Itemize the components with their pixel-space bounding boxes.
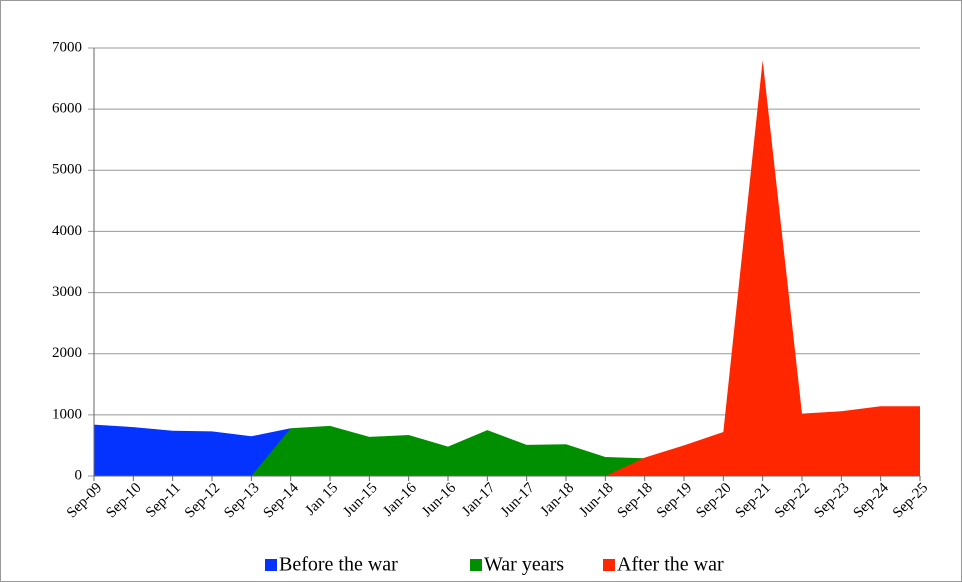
- y-tick-label: 7000: [52, 39, 82, 55]
- area: [605, 60, 920, 476]
- y-tick-label: 2000: [52, 345, 82, 361]
- y-tick-label: 3000: [52, 284, 82, 300]
- legend-label: Before the war: [279, 554, 398, 576]
- area: [251, 425, 645, 476]
- y-tick-label: 6000: [52, 101, 82, 117]
- legend-swatch: [470, 559, 482, 571]
- area: [94, 424, 291, 476]
- y-tick-label: 0: [75, 467, 83, 483]
- legend-label: War years: [484, 554, 564, 576]
- legend-swatch: [603, 559, 615, 571]
- y-tick-label: 5000: [52, 162, 82, 178]
- y-tick-label: 1000: [52, 406, 82, 422]
- legend-swatch: [265, 559, 277, 571]
- legend-label: After the war: [617, 554, 724, 576]
- y-tick-label: 4000: [52, 223, 82, 239]
